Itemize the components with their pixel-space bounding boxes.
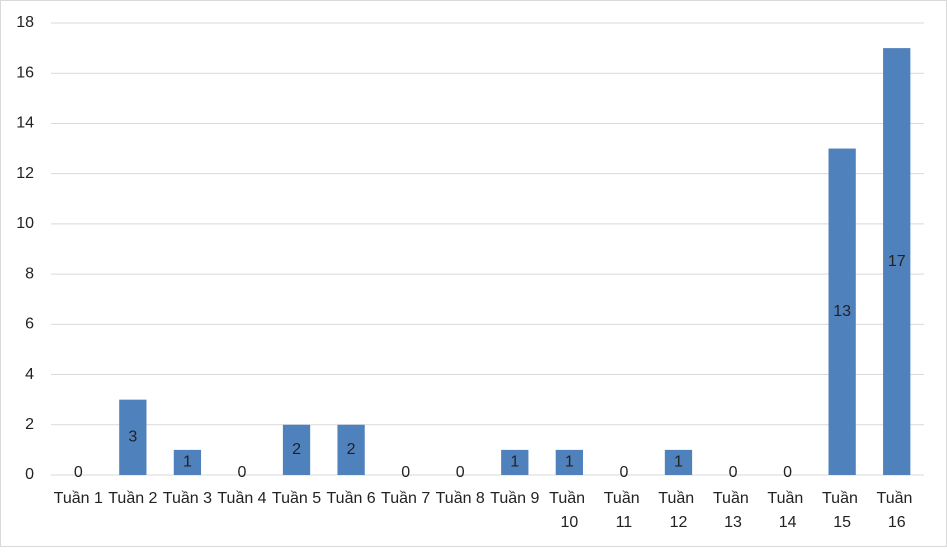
bar — [119, 399, 147, 475]
bar — [828, 148, 856, 476]
data-label: 1 — [510, 454, 519, 471]
y-tick-label: 10 — [16, 215, 34, 232]
data-label: 0 — [456, 464, 465, 481]
x-tick-label: Tuần 12 — [658, 490, 698, 531]
data-label: 1 — [183, 454, 192, 471]
x-tick-label: Tuần 7 — [381, 490, 430, 507]
data-label: 1 — [565, 454, 574, 471]
bar — [173, 449, 202, 475]
x-tick-label: Tuần 1 — [54, 490, 103, 507]
y-tick-label: 4 — [25, 366, 34, 383]
y-tick-label: 18 — [16, 14, 34, 31]
bar — [555, 449, 583, 475]
bar — [883, 48, 911, 475]
data-label: 1 — [674, 454, 683, 471]
data-label: 13 — [833, 303, 851, 320]
y-tick-label: 12 — [16, 165, 34, 182]
data-label: 0 — [401, 464, 410, 481]
bar — [664, 449, 693, 475]
data-label: 2 — [292, 441, 301, 458]
data-label: 0 — [783, 464, 792, 481]
x-tick-label: Tuần 9 — [490, 490, 539, 507]
x-tick-label: Tuần 4 — [217, 490, 266, 507]
y-tick-label: 16 — [16, 64, 34, 81]
x-tick-label: Tuần 15 — [822, 490, 862, 531]
x-tick-label: Tuần 8 — [436, 490, 485, 507]
x-tick-label: Tuần 5 — [272, 490, 321, 507]
data-label: 2 — [347, 441, 356, 458]
bar — [501, 449, 529, 475]
data-label: 0 — [729, 464, 738, 481]
bar — [282, 424, 311, 475]
y-tick-label: 14 — [16, 115, 34, 132]
x-tick-label: Tuần 16 — [877, 490, 917, 531]
x-tick-label: Tuần 6 — [326, 490, 375, 507]
y-tick-label: 6 — [25, 316, 34, 333]
data-label: 17 — [888, 253, 906, 270]
data-label: 0 — [238, 464, 247, 481]
y-tick-label: 0 — [25, 466, 34, 483]
x-tick-label: Tuần 11 — [604, 490, 644, 531]
bar — [337, 424, 365, 475]
data-label: 0 — [619, 464, 628, 481]
x-tick-label: Tuần 14 — [767, 490, 807, 531]
y-tick-label: 8 — [25, 265, 34, 282]
x-tick-label: Tuần 13 — [713, 490, 753, 531]
data-label: 3 — [128, 429, 137, 446]
x-tick-label: Tuần 3 — [163, 490, 212, 507]
x-tick-label: Tuần 10 — [549, 490, 589, 531]
data-label: 0 — [74, 464, 83, 481]
x-tick-label: Tuần 2 — [108, 490, 157, 507]
y-tick-label: 2 — [25, 416, 34, 433]
